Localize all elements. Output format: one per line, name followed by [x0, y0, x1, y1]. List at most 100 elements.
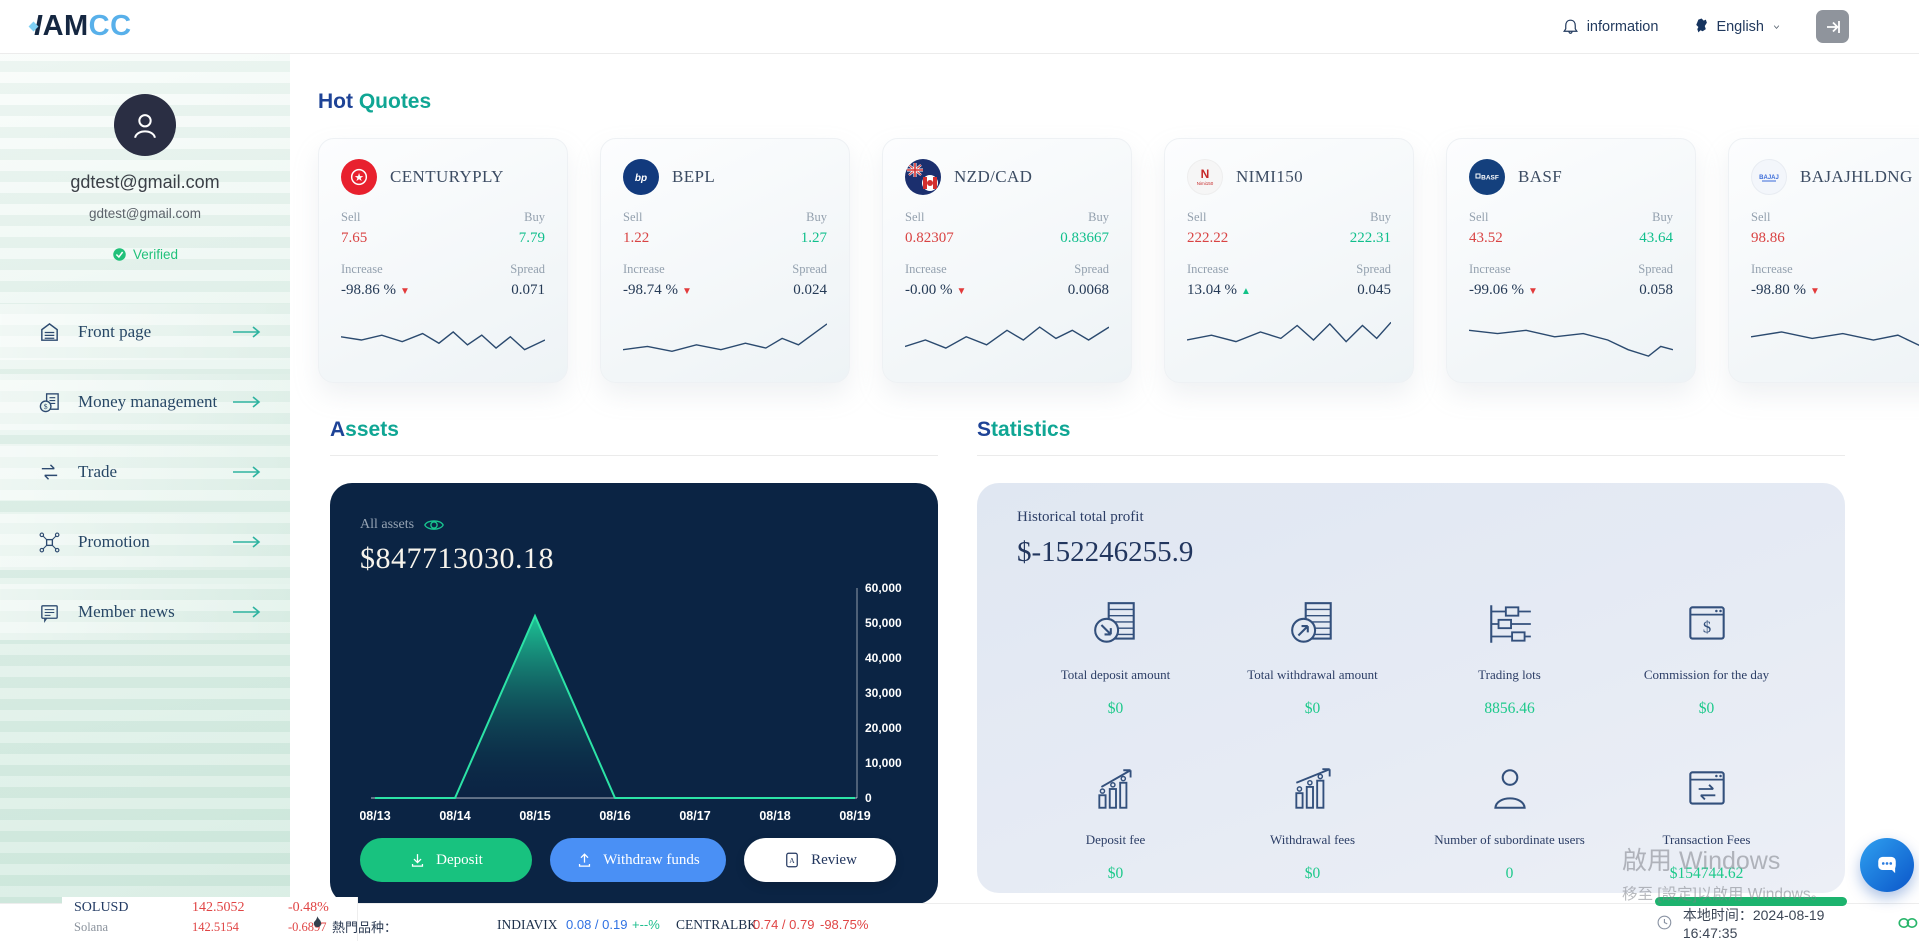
- withdrawal-fees-icon: [1294, 768, 1331, 809]
- assets-title-letter: A: [330, 418, 346, 441]
- statistics-title-rest: tatistics: [991, 418, 1071, 441]
- stat-label: Withdrawal fees: [1269, 832, 1356, 847]
- svg-text:★: ★: [354, 172, 364, 184]
- chat-widget-button[interactable]: [1860, 838, 1914, 892]
- stat-label: Commission for the day: [1643, 667, 1770, 682]
- buy-label: Buy: [524, 210, 545, 224]
- ticker-sol-panel[interactable]: SOLUSD 142.5052 -0.48% Solana 142.5154 -…: [62, 897, 358, 941]
- withdraw-button-label: Withdraw funds: [603, 851, 700, 868]
- buy-value: 1.27: [800, 230, 827, 246]
- quote-card-basf[interactable]: BASF BASF Sell 43.52 Buy 43.64 Increase -99…: [1446, 138, 1696, 383]
- total-withdrawal-icon: [1290, 602, 1332, 643]
- ticker-quote-prices: 0.08 / 0.19: [566, 917, 628, 932]
- quote-symbol: BAJAJHLDNG: [1800, 167, 1913, 186]
- svg-text:08/19: 08/19: [839, 809, 870, 823]
- person-icon: [134, 114, 156, 139]
- local-time-label: 本地时间：2024-08-19 16:47:35: [1682, 906, 1825, 941]
- svg-text:Nimi150: Nimi150: [1197, 181, 1214, 186]
- trend-down-icon: ▼: [682, 286, 692, 297]
- stat-label: Total withdrawal amount: [1247, 667, 1378, 682]
- deposit-button[interactable]: Deposit: [360, 838, 532, 882]
- bajajhldng-logo: BAJAJ: [1751, 159, 1787, 195]
- arrow-right-icon: [233, 396, 261, 408]
- sparkline-chart: [1469, 311, 1673, 369]
- information-button[interactable]: information: [1561, 17, 1658, 36]
- promotion-icon: [39, 532, 60, 552]
- centuryply-logo: ★: [341, 159, 377, 195]
- trading-lots-icon: [1489, 605, 1531, 643]
- increase-value: -98.80 % ▼: [1751, 282, 1820, 298]
- sidebar-item-front-page[interactable]: Front page: [0, 304, 290, 360]
- svg-text:40,000: 40,000: [865, 651, 902, 665]
- quote-card-nimi150[interactable]: N Nimi150 NIMI150 Sell 222.22 Buy 222.31 In…: [1164, 138, 1414, 383]
- nimi150-logo: N Nimi150: [1187, 159, 1223, 195]
- spread-label: Spread: [1638, 262, 1673, 276]
- logout-button[interactable]: [1816, 10, 1849, 43]
- assets-title-rest: ssets: [345, 418, 399, 441]
- avatar[interactable]: [114, 94, 176, 156]
- increase-value: -99.06 % ▼: [1469, 282, 1538, 298]
- stat-total-withdrawal: Total withdrawal amount $0: [1214, 599, 1411, 718]
- quote-card-bepl[interactable]: bp BEPL Sell 1.22 Buy 1.27 Increase -98.74 …: [600, 138, 850, 383]
- sidebar-item-label: Promotion: [78, 532, 150, 551]
- transaction-fees-icon: [1688, 771, 1725, 805]
- buy-label: Buy: [1652, 210, 1673, 224]
- quote-card-nzdcad[interactable]: NZD/CAD Sell 0.82307 Buy 0.83667 Increase -…: [882, 138, 1132, 383]
- sell-label: Sell: [905, 210, 925, 224]
- statistics-grid: Total deposit amount $0 Total withdrawal…: [1017, 599, 1805, 883]
- sell-label: Sell: [1751, 210, 1771, 224]
- increase-label: Increase: [1187, 262, 1229, 276]
- verified-label: Verified: [132, 247, 179, 262]
- quote-cards-row: ★ CENTURYPLY Sell 7.65 Buy 7.79 Increase -9…: [318, 138, 1919, 383]
- svg-text:$: $: [44, 402, 48, 411]
- quote-symbol: NZD/CAD: [954, 167, 1033, 186]
- sidebar: gdtest@gmail.com gdtest@gmail.com Verifi…: [0, 54, 290, 941]
- ticker-quote-symbol[interactable]: INDIAVIX: [497, 917, 558, 932]
- buy-label: Buy: [1088, 210, 1109, 224]
- ticker-price: 142.5052: [192, 900, 245, 915]
- eye-icon[interactable]: [423, 517, 445, 533]
- language-selector[interactable]: English: [1692, 18, 1782, 36]
- brand-logo: IAMCC: [28, 10, 132, 43]
- stat-value: 0: [1505, 865, 1514, 882]
- svg-text:bp: bp: [635, 173, 647, 184]
- spread-label: Spread: [510, 262, 545, 276]
- stat-withdrawal-fees: Withdrawal fees $0: [1214, 764, 1411, 883]
- spread-label: Spread: [1356, 262, 1391, 276]
- assets-section: Assets All assets $847713030.18 0 10,000 2…: [330, 418, 938, 904]
- increase-label: Increase: [341, 262, 383, 276]
- quote-card-centuryply[interactable]: ★ CENTURYPLY Sell 7.65 Buy 7.79 Increase -9…: [318, 138, 568, 383]
- arrow-right-icon: [233, 536, 261, 548]
- sidebar-item-money-management[interactable]: $ Money management: [0, 374, 290, 430]
- ticker-quote-symbol[interactable]: CENTRALBK: [676, 917, 757, 932]
- trend-down-icon: ▼: [1810, 286, 1820, 297]
- stat-total-deposit: Total deposit amount $0: [1017, 599, 1214, 718]
- stat-label: Transaction Fees: [1662, 832, 1751, 847]
- statistics-title-letter: S: [977, 418, 992, 441]
- hot-quotes-title-word2: Quotes: [358, 90, 432, 113]
- sell-label: Sell: [623, 210, 643, 224]
- stat-value: $0: [1304, 865, 1321, 882]
- quote-symbol: BASF: [1518, 167, 1563, 186]
- svg-text:N: N: [1201, 167, 1210, 181]
- sidebar-item-member-news[interactable]: Member news: [0, 584, 290, 640]
- ticker-name: Solana: [74, 920, 109, 934]
- review-button[interactable]: A Review: [744, 838, 896, 882]
- link-icon[interactable]: [1897, 916, 1919, 930]
- section-divider: [330, 455, 938, 456]
- svg-text:08/13: 08/13: [360, 809, 391, 823]
- sidebar-item-label: Trade: [78, 462, 118, 481]
- sidebar-item-promotion[interactable]: Promotion: [0, 514, 290, 570]
- buy-value: 43.64: [1639, 230, 1673, 246]
- svg-text:10,000: 10,000: [865, 756, 902, 770]
- withdraw-funds-button[interactable]: Withdraw funds: [550, 838, 726, 882]
- sidebar-item-trade[interactable]: Trade: [0, 444, 290, 500]
- bepl-logo: bp: [623, 159, 659, 195]
- sell-value: 98.86: [1751, 230, 1785, 246]
- ticker-change: -0.48%: [288, 900, 329, 915]
- language-label: English: [1716, 18, 1764, 35]
- stat-deposit-fee: Deposit fee $0: [1017, 764, 1214, 883]
- chevron-down-icon: [1773, 24, 1780, 29]
- arrow-right-icon: [233, 606, 261, 618]
